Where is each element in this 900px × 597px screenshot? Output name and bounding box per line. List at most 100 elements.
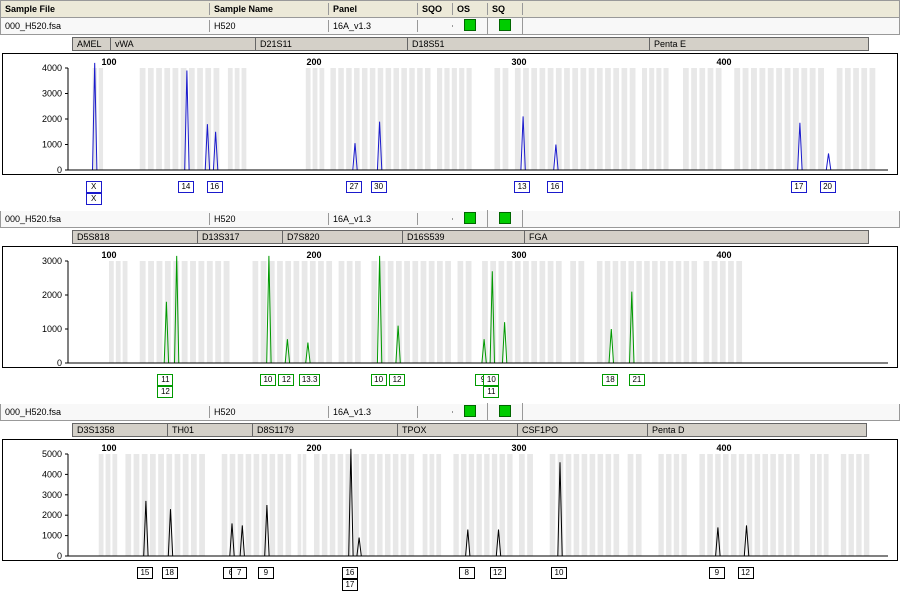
marker-label: D5S818 <box>72 230 207 244</box>
sample-file-cell: 000_H520.fsa <box>1 20 210 32</box>
svg-text:300: 300 <box>511 443 526 453</box>
allele-call: 21 <box>629 374 645 386</box>
svg-text:2000: 2000 <box>42 510 62 520</box>
allele-call: 16 <box>547 181 563 193</box>
allele-call: 16 <box>207 181 223 193</box>
allele-calls-row: XX1416273013161720 <box>2 181 898 207</box>
svg-text:400: 400 <box>716 250 731 260</box>
sq-cell <box>488 210 523 228</box>
allele-call: 12 <box>490 567 506 579</box>
allele-call: 8 <box>459 567 475 579</box>
svg-text:4000: 4000 <box>42 469 62 479</box>
allele-call: 17 <box>791 181 807 193</box>
allele-call: X <box>86 181 102 193</box>
sample-file-cell: 000_H520.fsa <box>1 213 210 225</box>
col-sq: SQ <box>488 3 523 15</box>
sqo-cell <box>418 218 453 220</box>
column-header-row: Sample File Sample Name Panel SQO OS SQ <box>0 0 900 18</box>
svg-text:400: 400 <box>716 57 731 67</box>
svg-text:3000: 3000 <box>42 490 62 500</box>
marker-label: TH01 <box>167 423 262 437</box>
allele-call: 15 <box>137 567 153 579</box>
sample-info-row: 000_H520.fsaH52016A_v1.3 <box>0 404 900 421</box>
marker-label: D21S11 <box>255 37 417 51</box>
allele-call: 12 <box>278 374 294 386</box>
status-box-icon <box>464 405 476 417</box>
svg-text:2000: 2000 <box>42 290 62 300</box>
allele-call: 10 <box>551 567 567 579</box>
status-box-icon <box>499 19 511 31</box>
chart-panel: 0100020003000100200300400 <box>2 246 898 368</box>
allele-call: X <box>86 193 102 205</box>
marker-label: D8S1179 <box>252 423 407 437</box>
marker-labels-row: D3S1358TH01D8S1179TPOXCSF1POPenta D <box>2 423 898 437</box>
sample-name-cell: H520 <box>210 406 329 418</box>
svg-text:1000: 1000 <box>42 531 62 541</box>
col-os: OS <box>453 3 488 15</box>
allele-call: 12 <box>157 386 173 398</box>
status-box-icon <box>464 19 476 31</box>
svg-text:3000: 3000 <box>42 256 62 266</box>
allele-call: 10 <box>483 374 499 386</box>
svg-text:200: 200 <box>306 250 321 260</box>
svg-text:100: 100 <box>101 57 116 67</box>
col-sample-name: Sample Name <box>210 3 329 15</box>
allele-call: 9 <box>258 567 274 579</box>
marker-label: D16S539 <box>402 230 534 244</box>
status-box-icon <box>499 212 511 224</box>
svg-text:200: 200 <box>306 443 321 453</box>
allele-call: 13.3 <box>299 374 321 386</box>
electropherogram-section-1: 000_H520.fsaH52016A_v1.3 D5S818D13S317D7S… <box>0 211 900 400</box>
svg-text:5000: 5000 <box>42 449 62 459</box>
status-box-icon <box>499 405 511 417</box>
chart-panel: 01000200030004000100200300400 <box>2 53 898 175</box>
allele-call: 27 <box>346 181 362 193</box>
marker-label: Penta E <box>649 37 869 51</box>
sample-file-cell: 000_H520.fsa <box>1 406 210 418</box>
sq-cell <box>488 403 523 421</box>
sample-info-row: 000_H520.fsaH52016A_v1.3 <box>0 211 900 228</box>
marker-label: TPOX <box>397 423 527 437</box>
allele-call: 20 <box>820 181 836 193</box>
col-sample-file: Sample File <box>1 3 210 15</box>
marker-labels-row: D5S818D13S317D7S820D16S539FGA <box>2 230 898 244</box>
marker-label: D18S51 <box>407 37 659 51</box>
allele-call: 13 <box>514 181 530 193</box>
svg-text:100: 100 <box>101 250 116 260</box>
svg-text:400: 400 <box>716 443 731 453</box>
sqo-cell <box>418 25 453 27</box>
panel-cell: 16A_v1.3 <box>329 20 418 32</box>
col-panel: Panel <box>329 3 418 15</box>
marker-label: D3S1358 <box>72 423 177 437</box>
svg-text:4000: 4000 <box>42 63 62 73</box>
sample-name-cell: H520 <box>210 20 329 32</box>
sample-info-row: 000_H520.fsaH52016A_v1.3 <box>0 18 900 35</box>
sample-name-cell: H520 <box>210 213 329 225</box>
svg-text:2000: 2000 <box>42 114 62 124</box>
allele-call: 11 <box>157 374 173 386</box>
os-cell <box>453 17 488 35</box>
marker-label: vWA <box>110 37 265 51</box>
electropherogram-section-0: 000_H520.fsaH52016A_v1.3 AMELvWAD21S11D18… <box>0 18 900 207</box>
allele-call: 18 <box>602 374 618 386</box>
allele-call: 30 <box>371 181 387 193</box>
allele-call: 17 <box>342 579 358 591</box>
allele-call: 10 <box>371 374 387 386</box>
panel-cell: 16A_v1.3 <box>329 213 418 225</box>
allele-calls-row: 1112101213.31012910111821 <box>2 374 898 400</box>
allele-calls-row: 1518679161781210912 <box>2 567 898 593</box>
svg-text:3000: 3000 <box>42 89 62 99</box>
allele-call: 12 <box>389 374 405 386</box>
marker-label: FGA <box>524 230 869 244</box>
col-sqo: SQO <box>418 3 453 15</box>
status-box-icon <box>464 212 476 224</box>
allele-call: 7 <box>231 567 247 579</box>
marker-labels-row: AMELvWAD21S11D18S51Penta E <box>2 37 898 51</box>
svg-text:0: 0 <box>57 165 62 174</box>
svg-text:100: 100 <box>101 443 116 453</box>
os-cell <box>453 403 488 421</box>
svg-text:0: 0 <box>57 358 62 367</box>
svg-text:300: 300 <box>511 250 526 260</box>
svg-text:0: 0 <box>57 551 62 560</box>
panel-cell: 16A_v1.3 <box>329 406 418 418</box>
